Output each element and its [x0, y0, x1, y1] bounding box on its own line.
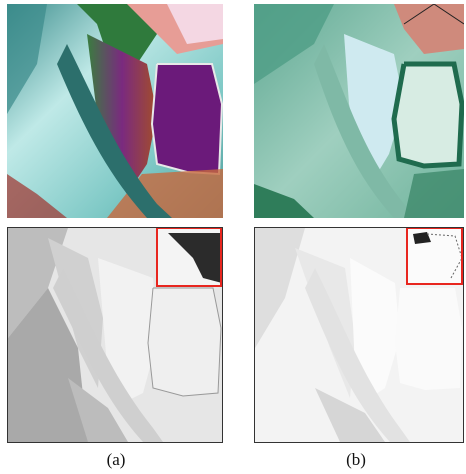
highlight-box-b	[406, 228, 463, 285]
caption-a: (a)	[106, 450, 126, 469]
image-a-gray	[7, 227, 223, 443]
grayscale-scene-a	[8, 228, 222, 442]
highlight-box-a	[156, 228, 222, 287]
true-color-scene	[254, 4, 464, 218]
image-a-color	[7, 4, 223, 218]
grayscale-scene-b	[255, 228, 463, 442]
inset-dark-spot	[413, 232, 431, 244]
image-b-gray	[254, 227, 464, 443]
false-color-scene	[7, 4, 223, 218]
image-b-color	[254, 4, 464, 218]
caption-b: (b)	[346, 450, 366, 469]
inset-dark-region	[168, 233, 222, 283]
